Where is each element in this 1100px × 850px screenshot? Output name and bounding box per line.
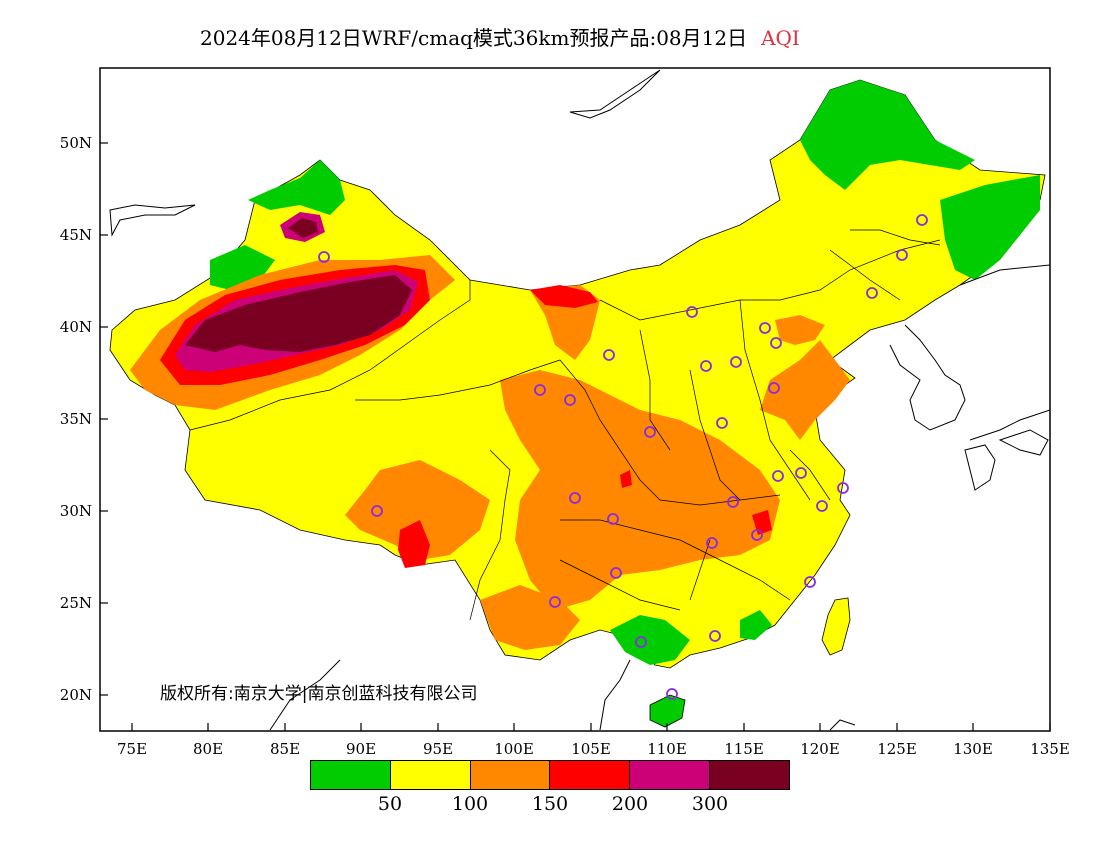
aqi-region-moderate-central: [500, 370, 780, 610]
lon-tick-label: 100E: [494, 740, 534, 758]
map-title-main: 2024年08月12日WRF/cmaq模式36km预报产品:08月12日: [200, 26, 748, 50]
aqi-region-good-guangdong: [740, 610, 772, 640]
legend-swatch-moderate: [389, 761, 470, 789]
city-markers: [318, 214, 928, 700]
lon-tick-label: 85E: [269, 740, 301, 758]
aqi-legend: [310, 760, 790, 790]
map-title-variable: AQI: [761, 26, 800, 50]
lon-tick-label: 95E: [422, 740, 454, 758]
lat-tick-label: 30N: [59, 502, 92, 520]
legend-swatch-hazardous: [709, 761, 789, 789]
lat-tick-label: 35N: [59, 410, 92, 428]
aqi-region-good-northeast: [800, 80, 975, 190]
legend-swatch-sensitive: [469, 761, 550, 789]
lat-tick-label: 45N: [59, 226, 92, 244]
map-area: [109, 69, 1050, 731]
aqi-region-good-taiwan: [821, 597, 851, 656]
lat-tick-label: 25N: [59, 594, 92, 612]
copyright-note: 版权所有:南京大学|南京创蓝科技有限公司: [160, 684, 478, 704]
province-borders: [189, 229, 941, 621]
lon-tick-label: 130E: [953, 740, 993, 758]
aqi-region-good-south: [610, 615, 690, 665]
aqi-region-unhealthy-hunan: [752, 510, 772, 535]
legend-swatch-very-unhealthy: [629, 761, 710, 789]
aqi-region-unhealthy-tibet: [398, 520, 430, 568]
lat-tick-label: 40N: [59, 318, 92, 336]
aqi-region-moderate-southwest: [480, 585, 580, 650]
legend-label: 200: [611, 793, 649, 815]
aqi-region-moderate-bohai: [775, 315, 825, 345]
lon-tick-label: 115E: [724, 740, 764, 758]
axis-ticks: [100, 142, 1051, 731]
legend-label: 100: [451, 793, 489, 815]
legend-label: 300: [691, 793, 729, 815]
aqi-region-good-hainan: [649, 694, 686, 728]
legend-label: 50: [377, 793, 403, 815]
aqi-region-hazardous-north: [288, 218, 318, 238]
lon-tick-label: 105E: [571, 740, 611, 758]
aqi-region-unhealthy-gansu: [530, 285, 598, 308]
lon-tick-label: 110E: [647, 740, 687, 758]
lon-tick-label: 90E: [345, 740, 377, 758]
lon-tick-label: 125E: [877, 740, 917, 758]
lon-tick-label: 75E: [116, 740, 148, 758]
map-frame: [99, 67, 1051, 732]
aqi-region-moderate-tibet: [345, 460, 490, 560]
aqi-region-good-heilongjiang: [940, 175, 1040, 280]
aqi-region-moderate-east: [760, 340, 850, 440]
lon-tick-label: 135E: [1030, 740, 1070, 758]
aqi-region-unhealthy-sichuan: [620, 470, 632, 488]
legend-swatch-good: [311, 761, 390, 789]
aqi-region-good-xinjiang-north: [248, 160, 345, 215]
legend-label: 150: [531, 793, 569, 815]
coastlines: [109, 69, 1050, 731]
lat-tick-label: 20N: [59, 686, 92, 704]
map-title: 2024年08月12日WRF/cmaq模式36km预报产品:08月12日 AQI: [200, 22, 800, 51]
aqi-region-hazardous-tarim: [185, 275, 412, 352]
lat-tick-label: 50N: [59, 134, 92, 152]
lon-tick-label: 80E: [192, 740, 224, 758]
lon-tick-label: 120E: [800, 740, 840, 758]
legend-swatch-unhealthy: [549, 761, 630, 789]
